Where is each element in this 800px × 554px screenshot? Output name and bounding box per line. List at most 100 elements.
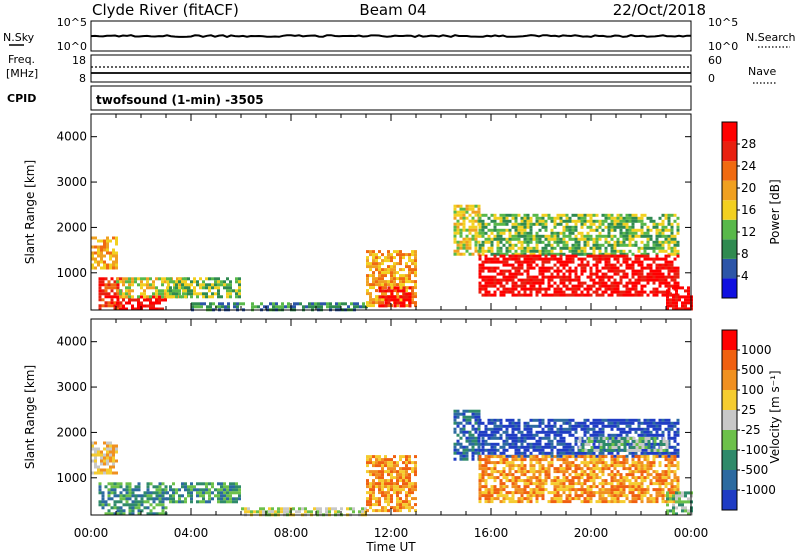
scatter-cell — [676, 427, 680, 431]
scatter-cell — [613, 269, 617, 273]
scatter-cell — [667, 476, 671, 480]
scatter-cell — [399, 301, 403, 305]
scatter-cell — [514, 424, 518, 428]
scatter-cell — [613, 418, 617, 422]
scatter-cell — [544, 213, 548, 217]
scatter-cell — [590, 449, 594, 452]
scatter-cell — [462, 222, 466, 226]
scatter-cell — [684, 307, 687, 311]
scatter-cell — [622, 234, 626, 238]
scatter-cell — [580, 234, 584, 238]
scatter-cell — [622, 290, 626, 294]
scatter-cell — [462, 430, 466, 434]
scatter-cell — [471, 457, 475, 461]
scatter-cell — [366, 455, 369, 459]
velocity-x-ticks — [90, 319, 692, 515]
scatter-cell — [622, 500, 626, 504]
scatter-cell — [658, 266, 662, 270]
scatter-cell — [505, 430, 509, 434]
scatter-cell — [565, 500, 569, 504]
scatter-cell — [592, 491, 596, 495]
scatter-cell — [169, 494, 172, 498]
scatter-cell — [149, 277, 152, 281]
scatter-cell — [334, 507, 337, 511]
scatter-cell — [484, 439, 488, 443]
scatter-cell — [115, 459, 118, 463]
scatter-cell — [598, 254, 602, 258]
scatter-cell — [453, 237, 457, 241]
scatter-cell — [625, 497, 629, 501]
scatter-cell — [667, 213, 671, 217]
scatter-cell — [622, 225, 626, 229]
scatter-cell — [550, 254, 554, 258]
scatter-cell — [625, 219, 629, 223]
scatter-cell — [140, 503, 144, 507]
scatter-cell — [520, 442, 524, 446]
scatter-cell — [541, 287, 545, 291]
scatter-cell — [661, 281, 665, 285]
scatter-cell — [592, 284, 596, 288]
scatter-cell — [556, 272, 560, 276]
scatter-cell — [384, 497, 387, 501]
scatter-cell — [541, 470, 545, 474]
scatter-cell — [517, 448, 521, 452]
scatter-cell — [556, 485, 560, 489]
scatter-cell — [474, 415, 478, 419]
scatter-cell — [502, 482, 506, 486]
scatter-cell — [402, 286, 406, 290]
scatter-cell — [209, 305, 212, 309]
scatter-cell — [125, 286, 128, 290]
scatter-cell — [604, 213, 608, 217]
scatter-cell — [529, 219, 533, 223]
scatter-cell — [604, 260, 608, 264]
scatter-cell — [610, 433, 614, 437]
scatter-cell — [468, 204, 472, 208]
scatter-cell — [106, 471, 109, 475]
scatter-cell — [592, 473, 596, 477]
scatter-cell — [687, 298, 690, 302]
scatter-cell — [568, 491, 572, 495]
scatter-cell — [352, 510, 355, 514]
scatter-cell — [414, 292, 417, 296]
scatter-cell — [565, 448, 569, 452]
scatter-cell — [109, 471, 112, 475]
scatter-cell — [559, 252, 563, 256]
scatter-cell — [676, 252, 680, 256]
scatter-cell — [128, 506, 132, 510]
scatter-cell — [607, 421, 611, 425]
scatter-cell — [487, 275, 491, 279]
scatter-cell — [465, 207, 469, 211]
scatter-cell — [109, 254, 112, 258]
scatter-cell — [571, 290, 575, 294]
colorbar-tick-label: 12 — [741, 225, 756, 239]
scatter-cell — [375, 476, 378, 480]
scatter-cell — [556, 448, 560, 452]
scatter-cell — [568, 464, 572, 468]
scatter-cell — [604, 249, 608, 253]
scatter-cell — [196, 292, 199, 296]
scatter-cell — [604, 418, 608, 422]
scatter-cell — [628, 263, 632, 267]
scatter-cell — [453, 252, 457, 256]
scatter-cell — [634, 234, 638, 238]
scatter-cell — [122, 307, 125, 311]
scatter-cell — [661, 246, 665, 250]
scatter-cell — [161, 509, 165, 513]
scatter-cell — [574, 272, 578, 276]
scatter-cell — [384, 301, 388, 305]
scatter-cell — [556, 293, 560, 297]
scatter-cell — [592, 439, 596, 443]
scatter-cell — [453, 228, 457, 232]
scatter-cell — [625, 442, 629, 446]
scatter-cell — [508, 254, 512, 258]
scatter-cell — [490, 491, 494, 495]
scatter-cell — [610, 482, 614, 486]
scatter-cell — [547, 216, 551, 220]
scatter-cell — [116, 283, 120, 287]
scatter-cell — [396, 286, 400, 290]
scatter-cell — [613, 216, 617, 220]
scatter-cell — [408, 268, 411, 272]
scatter-cell — [161, 295, 164, 299]
scatter-cell — [459, 436, 463, 440]
